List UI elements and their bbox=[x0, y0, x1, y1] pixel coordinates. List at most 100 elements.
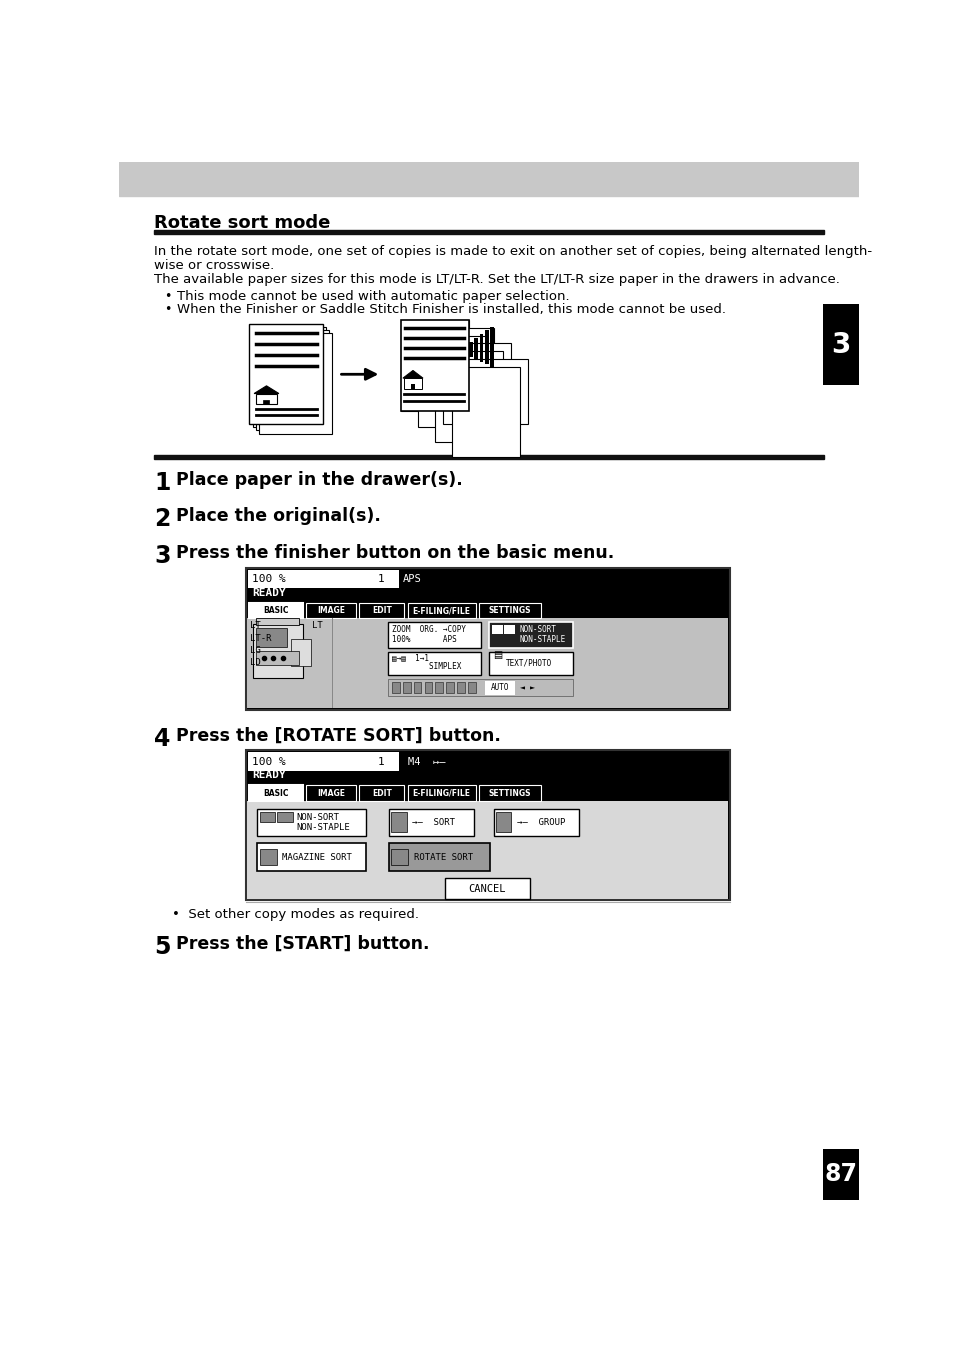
Text: 87: 87 bbox=[823, 1162, 857, 1186]
Bar bbox=[249, 786, 303, 801]
Text: •: • bbox=[164, 290, 172, 302]
Bar bbox=[257, 809, 365, 836]
Bar bbox=[311, 325, 319, 344]
Bar bbox=[256, 651, 298, 665]
Bar bbox=[247, 801, 728, 899]
Bar bbox=[249, 325, 323, 425]
Text: MAGAZINE SORT: MAGAZINE SORT bbox=[282, 852, 352, 861]
Bar bbox=[424, 682, 432, 693]
Text: LD: LD bbox=[250, 658, 261, 667]
Bar bbox=[392, 682, 399, 693]
Bar bbox=[119, 162, 858, 197]
Text: 1: 1 bbox=[377, 756, 384, 767]
Text: READY: READY bbox=[252, 588, 285, 599]
Text: •  Set other copy modes as required.: • Set other copy modes as required. bbox=[172, 909, 418, 921]
Text: LG: LG bbox=[250, 646, 261, 655]
Text: In the rotate sort mode, one set of copies is made to exit on another set of cop: In the rotate sort mode, one set of copi… bbox=[154, 245, 871, 257]
Text: Press the [START] button.: Press the [START] button. bbox=[175, 936, 429, 953]
Bar bbox=[478, 603, 540, 619]
Text: 3: 3 bbox=[154, 545, 171, 569]
Bar bbox=[443, 359, 528, 425]
Text: NON-STAPLE: NON-STAPLE bbox=[295, 822, 350, 832]
Bar bbox=[359, 603, 404, 619]
Bar bbox=[255, 394, 277, 404]
Bar bbox=[400, 321, 468, 411]
Text: TEXT/PHOTO: TEXT/PHOTO bbox=[505, 659, 552, 667]
Text: Place paper in the drawer(s).: Place paper in the drawer(s). bbox=[175, 470, 462, 488]
Text: AUTO: AUTO bbox=[490, 683, 509, 692]
Text: LT-R: LT-R bbox=[250, 634, 272, 643]
Bar bbox=[468, 342, 472, 357]
Text: 1: 1 bbox=[377, 574, 384, 584]
Text: Press the [ROTATE SORT] button.: Press the [ROTATE SORT] button. bbox=[175, 727, 500, 745]
Bar bbox=[409, 328, 494, 394]
Text: wise or crosswise.: wise or crosswise. bbox=[154, 259, 274, 272]
Bar bbox=[291, 639, 311, 666]
Bar bbox=[446, 682, 454, 693]
Text: LT: LT bbox=[250, 621, 261, 631]
Bar bbox=[402, 682, 410, 693]
Bar bbox=[258, 333, 332, 434]
Text: ROTATE SORT: ROTATE SORT bbox=[414, 852, 473, 861]
Bar bbox=[359, 786, 404, 801]
Text: E-FILING/FILE: E-FILING/FILE bbox=[413, 789, 470, 798]
Text: M4  ↦—: M4 ↦— bbox=[408, 756, 445, 767]
Text: BASIC: BASIC bbox=[263, 607, 288, 615]
Bar bbox=[496, 813, 511, 833]
Text: CANCEL: CANCEL bbox=[468, 884, 506, 894]
Bar bbox=[306, 786, 356, 801]
Bar bbox=[822, 305, 858, 386]
Bar bbox=[474, 338, 477, 360]
Bar bbox=[417, 336, 485, 426]
Bar bbox=[257, 844, 365, 871]
Text: 100 %: 100 % bbox=[252, 574, 285, 584]
Bar bbox=[452, 367, 519, 457]
Bar bbox=[435, 352, 502, 442]
Bar bbox=[426, 344, 511, 408]
Text: NON-STAPLE: NON-STAPLE bbox=[519, 635, 565, 643]
Bar bbox=[488, 652, 572, 675]
Bar bbox=[435, 682, 443, 693]
Text: →—  SORT: →— SORT bbox=[412, 818, 455, 826]
Bar bbox=[259, 849, 276, 865]
Bar bbox=[263, 400, 269, 404]
Bar bbox=[490, 326, 494, 367]
Bar bbox=[245, 568, 729, 710]
Text: ▤: ▤ bbox=[493, 650, 501, 659]
Text: ◄ ►: ◄ ► bbox=[519, 683, 535, 692]
Text: 100 %: 100 % bbox=[252, 756, 285, 767]
Polygon shape bbox=[253, 386, 278, 394]
Bar bbox=[388, 652, 480, 675]
Text: ZOOM  ORG. →COPY: ZOOM ORG. →COPY bbox=[392, 624, 466, 634]
Bar bbox=[247, 619, 728, 709]
Bar bbox=[456, 682, 464, 693]
Bar bbox=[468, 682, 476, 693]
Bar bbox=[391, 813, 406, 833]
Text: ▤→▤  1→1: ▤→▤ 1→1 bbox=[392, 654, 429, 662]
Bar bbox=[245, 749, 729, 900]
Text: EDIT: EDIT bbox=[372, 789, 392, 798]
Text: IMAGE: IMAGE bbox=[317, 789, 345, 798]
Text: When the Finisher or Saddle Stitch Finisher is installed, this mode cannot be us: When the Finisher or Saddle Stitch Finis… bbox=[177, 303, 725, 317]
Text: →—  GROUP: →— GROUP bbox=[517, 818, 564, 826]
Bar bbox=[249, 603, 303, 619]
Bar bbox=[391, 849, 408, 865]
Text: 2: 2 bbox=[154, 507, 171, 531]
Text: SETTINGS: SETTINGS bbox=[488, 789, 531, 798]
Bar bbox=[154, 456, 823, 458]
Bar bbox=[253, 328, 326, 427]
Text: READY: READY bbox=[252, 771, 285, 780]
Text: 1: 1 bbox=[154, 470, 171, 495]
Bar bbox=[444, 878, 530, 899]
Bar bbox=[492, 624, 502, 634]
Polygon shape bbox=[402, 371, 422, 379]
Bar bbox=[154, 229, 823, 235]
Text: NON-SORT: NON-SORT bbox=[295, 813, 338, 822]
Bar bbox=[488, 623, 572, 648]
Text: The available paper sizes for this mode is LT/LT-R. Set the LT/LT-R size paper i: The available paper sizes for this mode … bbox=[154, 272, 840, 286]
Bar bbox=[248, 752, 398, 771]
Bar bbox=[253, 624, 303, 678]
Bar bbox=[248, 570, 398, 588]
Text: Place the original(s).: Place the original(s). bbox=[175, 507, 380, 526]
Bar bbox=[479, 334, 483, 363]
